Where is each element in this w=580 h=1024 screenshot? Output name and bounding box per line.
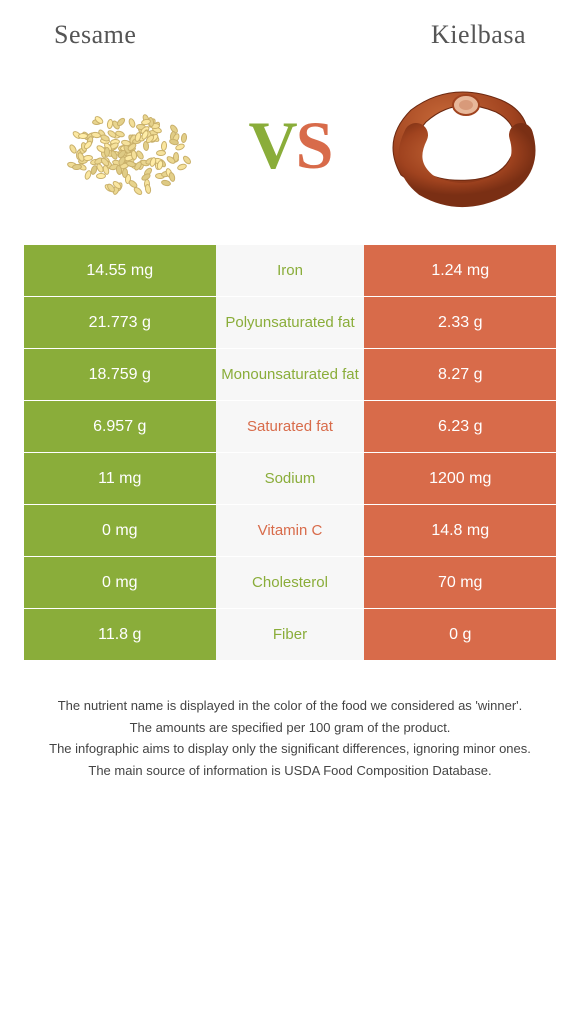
vs-v-letter: V	[249, 107, 296, 183]
nutrient-label: Sodium	[216, 453, 365, 504]
table-row: 6.957 gSaturated fat6.23 g	[24, 401, 556, 453]
table-row: 0 mgCholesterol70 mg	[24, 557, 556, 609]
right-value: 2.33 g	[364, 297, 556, 348]
left-value: 0 mg	[24, 557, 216, 608]
right-value: 1200 mg	[364, 453, 556, 504]
kielbasa-image	[366, 80, 546, 210]
left-value: 21.773 g	[24, 297, 216, 348]
right-value: 0 g	[364, 609, 556, 660]
table-row: 18.759 gMonounsaturated fat8.27 g	[24, 349, 556, 401]
right-value: 8.27 g	[364, 349, 556, 400]
left-value: 14.55 mg	[24, 245, 216, 296]
table-row: 11.8 gFiber0 g	[24, 609, 556, 661]
left-food-title: Sesame	[54, 20, 136, 50]
nutrient-label: Vitamin C	[216, 505, 365, 556]
footer-notes: The nutrient name is displayed in the co…	[24, 696, 556, 780]
nutrient-label: Cholesterol	[216, 557, 365, 608]
nutrient-label: Monounsaturated fat	[216, 349, 365, 400]
comparison-table: 14.55 mgIron1.24 mg21.773 gPolyunsaturat…	[24, 245, 556, 661]
footer-line-1: The nutrient name is displayed in the co…	[34, 696, 546, 716]
nutrient-label: Saturated fat	[216, 401, 365, 452]
vs-label: VS	[249, 106, 332, 185]
right-food-title: Kielbasa	[431, 20, 526, 50]
footer-line-3: The infographic aims to display only the…	[34, 739, 546, 759]
right-value: 6.23 g	[364, 401, 556, 452]
left-value: 18.759 g	[24, 349, 216, 400]
nutrient-label: Polyunsaturated fat	[216, 297, 365, 348]
footer-line-2: The amounts are specified per 100 gram o…	[34, 718, 546, 738]
left-value: 6.957 g	[24, 401, 216, 452]
footer-line-4: The main source of information is USDA F…	[34, 761, 546, 781]
header: Sesame Kielbasa	[24, 20, 556, 50]
left-value: 11 mg	[24, 453, 216, 504]
left-value: 0 mg	[24, 505, 216, 556]
right-value: 1.24 mg	[364, 245, 556, 296]
infographic-container: Sesame Kielbasa VS	[0, 0, 580, 802]
images-row: VS	[24, 80, 556, 210]
nutrient-label: Iron	[216, 245, 365, 296]
right-value: 14.8 mg	[364, 505, 556, 556]
table-row: 14.55 mgIron1.24 mg	[24, 245, 556, 297]
left-value: 11.8 g	[24, 609, 216, 660]
table-row: 11 mgSodium1200 mg	[24, 453, 556, 505]
sesame-image	[34, 80, 214, 210]
vs-s-letter: S	[296, 107, 332, 183]
nutrient-label: Fiber	[216, 609, 365, 660]
right-value: 70 mg	[364, 557, 556, 608]
table-row: 0 mgVitamin C14.8 mg	[24, 505, 556, 557]
table-row: 21.773 gPolyunsaturated fat2.33 g	[24, 297, 556, 349]
